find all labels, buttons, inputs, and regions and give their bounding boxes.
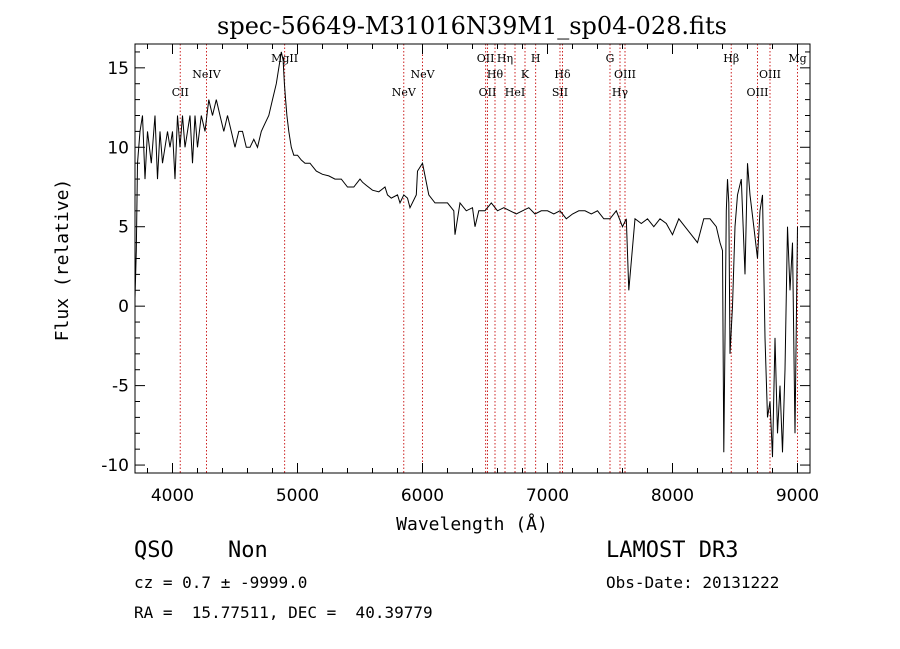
emission-line-label: Hγ [612, 86, 629, 99]
x-tick-label: 6000 [401, 486, 444, 506]
y-tick-label: 0 [118, 297, 129, 317]
emission-line-label: Hβ [723, 52, 739, 65]
survey-name: LAMOST DR3 [606, 538, 739, 563]
y-tick-label: 5 [118, 218, 129, 238]
emission-line-labels: CIINeIVMgIINeVNeVOIIOIIHηHθHeIKHHδSIIGOI… [172, 52, 807, 99]
observation-date: Obs-Date: 20131222 [606, 573, 780, 592]
y-axis-label: Flux (relative) [52, 179, 73, 342]
object-class: QSO [134, 538, 174, 563]
plot-frame [134, 43, 811, 474]
y-tick-label: -10 [101, 456, 129, 476]
y-axis-ticks: -10 -5 0 5 10 15 [101, 51, 810, 476]
spectrum-line [134, 51, 798, 458]
emission-line-label: OIII [759, 68, 781, 81]
x-tick-label: 9000 [776, 486, 819, 506]
emission-line-label: H [531, 52, 541, 65]
chart-title: spec-56649-M31016N39M1_sp04-028.fits [217, 12, 727, 40]
coordinates-readout: RA = 15.77511, DEC = 40.39779 [134, 603, 433, 622]
emission-line-label: SII [552, 86, 568, 99]
emission-line-label: NeIV [192, 68, 221, 81]
y-tick-label: 15 [107, 59, 129, 79]
x-tick-label: 7000 [526, 486, 569, 506]
emission-line-label: OII [477, 52, 495, 65]
emission-line-label: OII [479, 86, 497, 99]
emission-line-markers [179, 44, 798, 473]
emission-line-label: HeI [505, 86, 525, 99]
emission-line-label: CII [172, 86, 189, 99]
x-tick-label: 8000 [651, 486, 694, 506]
x-tick-label: 4000 [151, 486, 194, 506]
x-axis-ticks: 4000 5000 6000 7000 8000 9000 [147, 44, 819, 506]
redshift-readout: cz = 0.7 ± -9999.0 [134, 573, 308, 592]
emission-line-label: Mg [788, 52, 806, 65]
emission-line-label: MgII [271, 52, 298, 65]
emission-line-label: OIII [614, 68, 636, 81]
emission-line-label: K [521, 68, 530, 81]
emission-line-label: NeV [392, 86, 417, 99]
object-subclass: Non [228, 538, 268, 563]
y-tick-label: 10 [107, 138, 129, 158]
x-tick-label: 5000 [276, 486, 319, 506]
emission-line-label: OIII [746, 86, 768, 99]
emission-line-label: Hδ [554, 68, 571, 81]
y-tick-label: -5 [112, 377, 129, 397]
emission-line-label: NeV [410, 68, 435, 81]
emission-line-label: Hη [497, 52, 513, 65]
emission-line-label: G [606, 52, 615, 65]
emission-line-label: Hθ [487, 68, 504, 81]
x-axis-label: Wavelength (Å) [396, 513, 548, 535]
